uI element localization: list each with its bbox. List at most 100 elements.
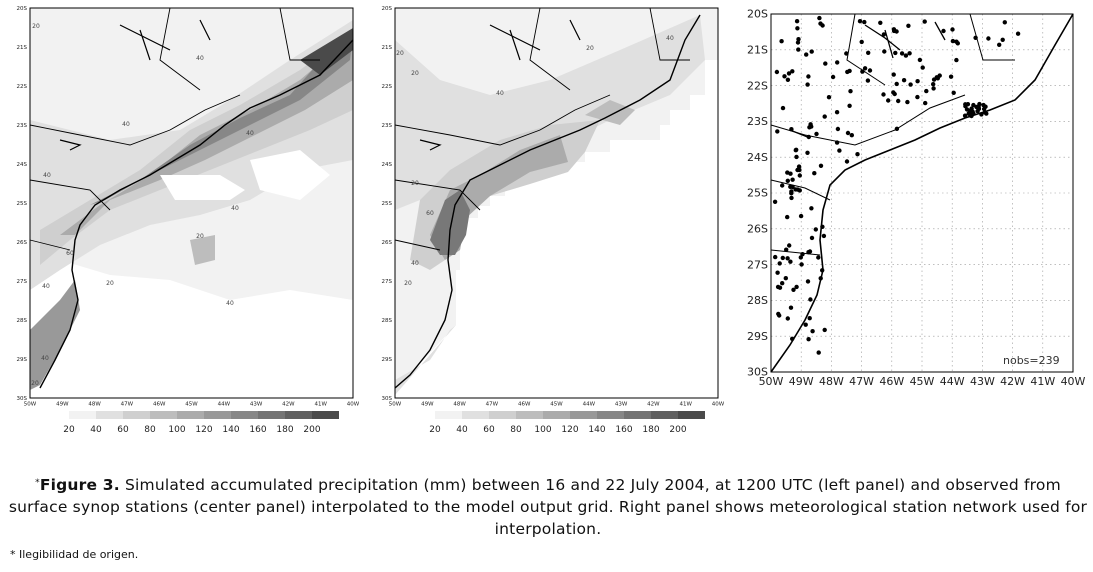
- station-marker: [857, 19, 863, 24]
- colorbar-swatch: [204, 411, 231, 419]
- colorbar-tick-label: 40: [456, 425, 468, 435]
- colorbar-tick-label: 80: [144, 425, 156, 435]
- lat-label: 29S: [382, 357, 393, 363]
- station-marker: [924, 88, 929, 94]
- lon-label: 41W: [1030, 375, 1055, 388]
- station-marker: [951, 90, 956, 96]
- station-marker: [894, 81, 899, 87]
- lat-label: 27S: [382, 279, 393, 285]
- contour-label: 20: [586, 45, 594, 52]
- station-marker: [795, 40, 801, 45]
- station-marker: [981, 102, 986, 108]
- station-marker: [899, 51, 905, 56]
- station-marker: [780, 105, 786, 111]
- station-marker: [931, 82, 936, 87]
- colorbar-tick-label: 40: [90, 425, 102, 435]
- station-marker: [821, 233, 827, 239]
- station-marker: [923, 100, 928, 106]
- station-markers: [772, 15, 1021, 355]
- lon-label: 50W: [759, 375, 784, 388]
- station-marker: [862, 19, 867, 25]
- station-marker: [777, 313, 782, 318]
- station-marker: [906, 23, 911, 28]
- station-marker: [816, 255, 821, 260]
- lat-label: 24S: [17, 162, 28, 168]
- colorbar-tick-label: 120: [561, 425, 578, 435]
- colorbar-tick-label: 100: [168, 425, 185, 435]
- lat-label: 27S: [17, 279, 28, 285]
- simulated-precipitation-panel: 20S 21S 22S 23S 24S 25S 26S 27S 28S 29S 30S 50W 49W…: [0, 0, 365, 440]
- station-marker: [982, 110, 988, 115]
- station-marker: [777, 261, 782, 266]
- station-marker: [830, 74, 836, 80]
- colorbar-swatch: [489, 411, 516, 419]
- station-marker: [931, 86, 936, 91]
- station-marker: [837, 148, 842, 153]
- colorbar-swatch: [285, 411, 312, 419]
- station-marker: [805, 279, 811, 284]
- contour-label: 20: [32, 23, 40, 30]
- colorbar-tick-label: 140: [588, 425, 605, 435]
- lon-label: 49W: [421, 402, 434, 408]
- station-marker: [954, 57, 959, 63]
- lon-label: 45W: [910, 375, 935, 388]
- lat-label: 20S: [17, 6, 28, 12]
- contour-label: 60: [426, 210, 434, 217]
- lon-label: 46W: [518, 402, 531, 408]
- colorbar: 20 40 60 80 100 120 140 160 180 200: [408, 411, 705, 435]
- lat-label: 29S: [747, 330, 768, 343]
- station-marker: [810, 329, 815, 334]
- precip-minimum-offshore: [250, 150, 330, 200]
- colorbar: 20 40 60 80 100 120 140 160 180 200: [42, 411, 339, 435]
- station-marker: [789, 195, 794, 201]
- station-marker: [881, 92, 886, 97]
- station-marker: [785, 178, 790, 183]
- colorbar-swatch: [597, 411, 624, 419]
- contour-label: 40: [246, 130, 254, 137]
- colorbar-tick-label: 60: [483, 425, 495, 435]
- station-marker: [967, 108, 973, 114]
- station-marker: [806, 74, 811, 79]
- colorbar-swatch: [678, 411, 705, 419]
- station-marker: [805, 82, 810, 87]
- station-marker: [800, 252, 805, 257]
- station-marker: [814, 131, 819, 137]
- lat-label: 28S: [382, 318, 393, 324]
- station-marker: [780, 281, 785, 286]
- station-marker: [780, 183, 785, 188]
- station-marker: [783, 276, 788, 281]
- colorbar-swatch: [312, 411, 339, 419]
- colorbar-swatch: [435, 411, 462, 419]
- precip-band-100: [430, 135, 568, 260]
- contour-label: 20: [196, 233, 204, 240]
- station-marker: [817, 15, 822, 21]
- lat-label: 25S: [17, 201, 28, 207]
- coastline: [770, 13, 1074, 373]
- station-marker: [886, 98, 891, 103]
- lon-label: 46W: [879, 375, 904, 388]
- station-marker: [859, 39, 864, 45]
- map-frame: [770, 13, 1074, 373]
- station-marker: [941, 28, 946, 34]
- lon-label: 49W: [789, 375, 814, 388]
- station-marker: [844, 159, 850, 164]
- colorbar-swatch: [570, 411, 597, 419]
- lat-label: 26S: [17, 240, 28, 246]
- lat-label: 28S: [747, 294, 768, 307]
- colorbar-swatch: [42, 411, 69, 419]
- lat-label: 25S: [382, 201, 393, 207]
- contour-label: 40: [496, 90, 504, 97]
- station-marker: [950, 27, 955, 32]
- contour-label: 60: [66, 250, 74, 257]
- colorbar-swatch: [651, 411, 678, 419]
- colorbar-swatch: [624, 411, 651, 419]
- contour-label: 20: [411, 180, 419, 187]
- station-marker: [785, 170, 790, 175]
- station-marker: [976, 106, 982, 112]
- colorbar-tick-label: 160: [615, 425, 632, 435]
- lon-label: 44W: [583, 402, 596, 408]
- colorbar-tick-label: 20: [429, 425, 441, 435]
- lat-label: 20S: [382, 6, 393, 12]
- station-marker: [986, 36, 991, 41]
- colorbar-tick-label: 20: [63, 425, 75, 435]
